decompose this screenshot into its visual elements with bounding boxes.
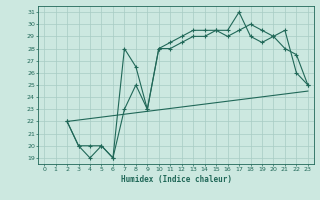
X-axis label: Humidex (Indice chaleur): Humidex (Indice chaleur)	[121, 175, 231, 184]
